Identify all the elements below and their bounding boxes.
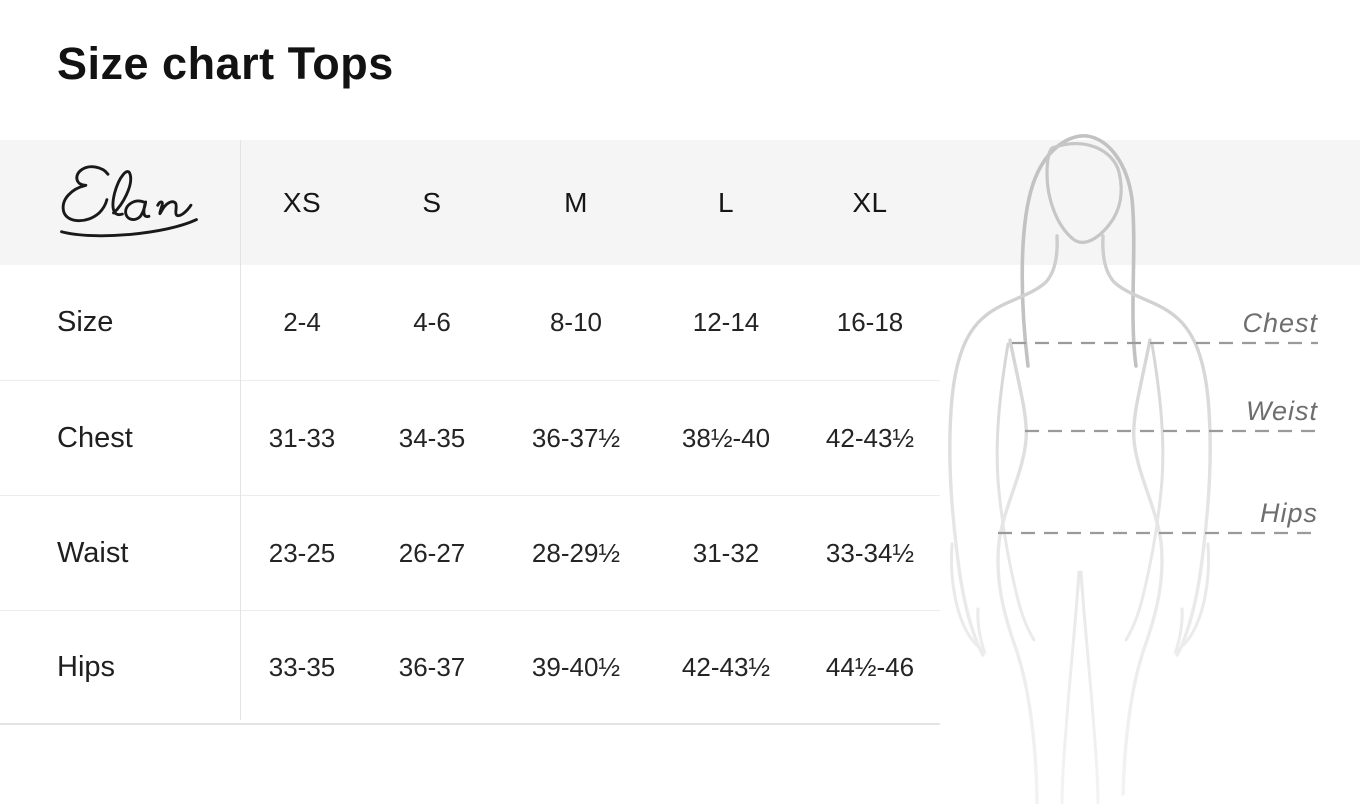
logo-letter-E — [61, 164, 110, 222]
size-s: 4-6 — [413, 307, 451, 337]
chest-measure-label: Chest — [1242, 308, 1318, 338]
chest-xl: 42-43½ — [825, 422, 915, 453]
chest-s: 34-35 — [398, 422, 466, 453]
size-m: 8-10 — [549, 307, 603, 337]
waist-xl: 33-34½ — [825, 537, 915, 568]
table-vertical-divider — [240, 140, 241, 720]
hips-s: 36-37 — [398, 651, 466, 682]
size-xl: 16-18 — [836, 307, 904, 337]
waist-s: 26-27 — [398, 537, 466, 568]
table-header-row: Elan XS S M L XL — [0, 140, 940, 265]
waist-measure-label: Weist — [1246, 396, 1319, 426]
measurement-lines — [998, 341, 1318, 535]
hips-xs: 33-35 — [268, 651, 336, 682]
hips-xl: 44½-46 — [825, 651, 915, 682]
waist-m: 28-29½ — [531, 537, 621, 568]
waist-l: 31-32 — [692, 537, 760, 568]
logo-letter-n — [156, 199, 193, 217]
chest-m: 36-37½ — [531, 422, 621, 453]
col-header-xs: XS — [282, 186, 322, 218]
table-row-size: Size 2-4 4-6 8-10 12-14 16-18 — [0, 265, 940, 380]
col-header-m: M — [564, 186, 588, 218]
table-row-waist: Waist 23-25 26-27 28-29½ 31-32 33-34½ — [0, 495, 940, 610]
col-header-l: L — [717, 186, 735, 218]
silhouette-hair — [1020, 134, 1138, 368]
size-l: 12-14 — [692, 307, 760, 337]
row-label-hips: Hips — [57, 650, 116, 683]
female-silhouette-illustration: Chest Weist Hips — [948, 134, 1319, 804]
hips-measure-label: Hips — [1260, 498, 1318, 528]
hips-m: 39-40½ — [531, 651, 621, 682]
table-row-chest: Chest 31-33 34-35 36-37½ 38½-40 42-43½ — [0, 380, 940, 495]
col-header-xl: XL — [852, 186, 888, 218]
page-title: Size chart Tops — [57, 38, 394, 89]
chest-l: 38½-40 — [681, 422, 771, 453]
logo-underline-swash — [60, 217, 198, 237]
row-label-size: Size — [57, 306, 114, 338]
silhouette-body — [948, 234, 1212, 804]
col-header-s: S — [422, 186, 442, 218]
chest-xs: 31-33 — [268, 422, 336, 453]
row-label-chest: Chest — [57, 421, 133, 454]
size-xs: 2-4 — [283, 307, 321, 337]
row-label-waist: Waist — [57, 536, 129, 569]
table-row-hips: Hips 33-35 36-37 39-40½ 42-43½ 44½-46 — [0, 610, 940, 725]
silhouette-face — [1045, 142, 1123, 244]
logo-letter-l — [111, 169, 133, 216]
hips-l: 42-43½ — [681, 651, 771, 682]
brand-logo: Elan — [60, 164, 198, 237]
logo-letter-a — [124, 199, 151, 221]
size-chart-table: Elan XS S M L XL Size 2-4 4-6 8-10 12-14… — [0, 140, 940, 725]
measurement-figure: Chest Weist Hips — [940, 104, 1360, 804]
brand-logo-cell: Elan — [0, 163, 240, 243]
waist-xs: 23-25 — [268, 537, 336, 568]
